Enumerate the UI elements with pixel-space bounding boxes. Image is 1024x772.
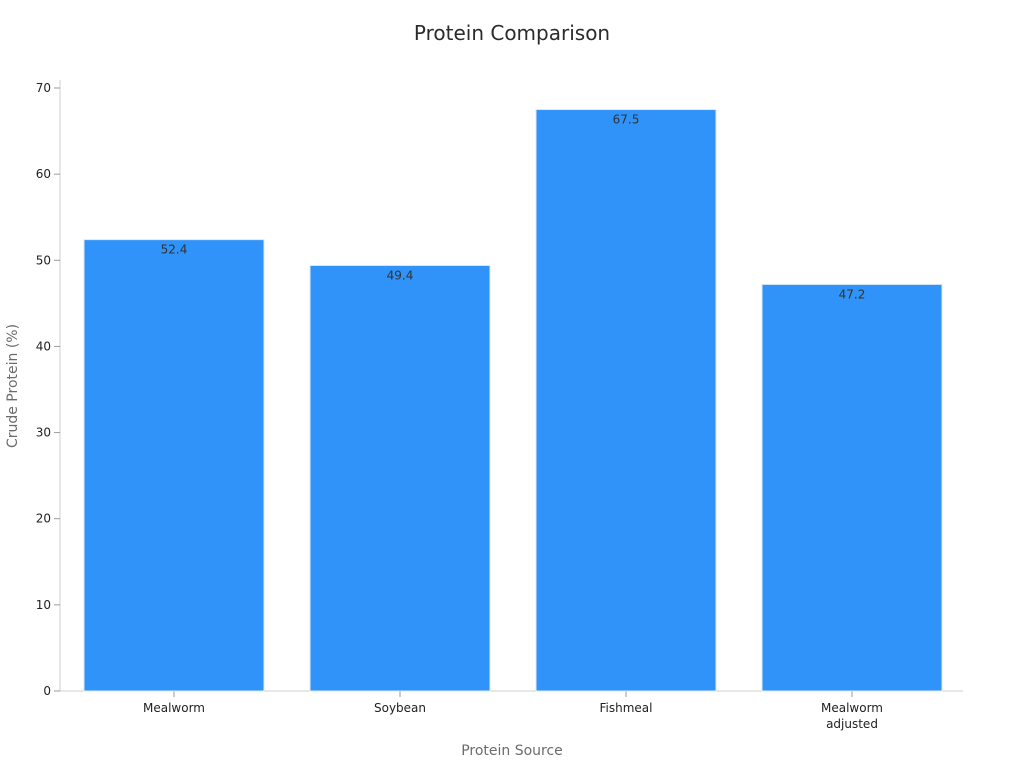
y-tick-label: 60 bbox=[36, 167, 51, 181]
bar bbox=[309, 264, 491, 692]
bar-value-label: 47.2 bbox=[839, 287, 866, 301]
x-axis: Mealworm Soybean Fishmeal Mealworm adjusted bbox=[60, 690, 963, 731]
bar bbox=[761, 283, 943, 692]
bar-value-labels: 52.4 49.4 67.5 47.2 bbox=[161, 113, 866, 302]
x-tick-label: Soybean bbox=[374, 701, 426, 715]
x-tick-label: Mealworm bbox=[821, 701, 883, 715]
x-tick-label: Mealworm bbox=[143, 701, 205, 715]
bar bbox=[535, 109, 717, 692]
y-tick-label: 20 bbox=[36, 512, 51, 526]
y-axis: 0 10 20 30 40 50 60 70 bbox=[36, 80, 61, 698]
y-tick-label: 40 bbox=[36, 339, 51, 353]
bar-value-label: 52.4 bbox=[161, 243, 188, 257]
y-tick-label: 10 bbox=[36, 598, 51, 612]
y-tick-label: 70 bbox=[36, 81, 51, 95]
bar bbox=[83, 239, 265, 692]
y-axis-title: Crude Protein (%) bbox=[5, 324, 21, 448]
chart-title: Protein Comparison bbox=[414, 21, 610, 45]
x-axis-title: Protein Source bbox=[461, 743, 563, 759]
bar-value-label: 49.4 bbox=[387, 268, 414, 282]
y-tick-label: 50 bbox=[36, 253, 51, 267]
x-tick-label: Fishmeal bbox=[600, 701, 653, 715]
y-tick-label: 30 bbox=[36, 426, 51, 440]
y-tick-label: 0 bbox=[43, 684, 51, 698]
x-tick-label: adjusted bbox=[826, 717, 878, 731]
bars bbox=[83, 109, 943, 692]
bar-value-label: 67.5 bbox=[613, 113, 640, 127]
